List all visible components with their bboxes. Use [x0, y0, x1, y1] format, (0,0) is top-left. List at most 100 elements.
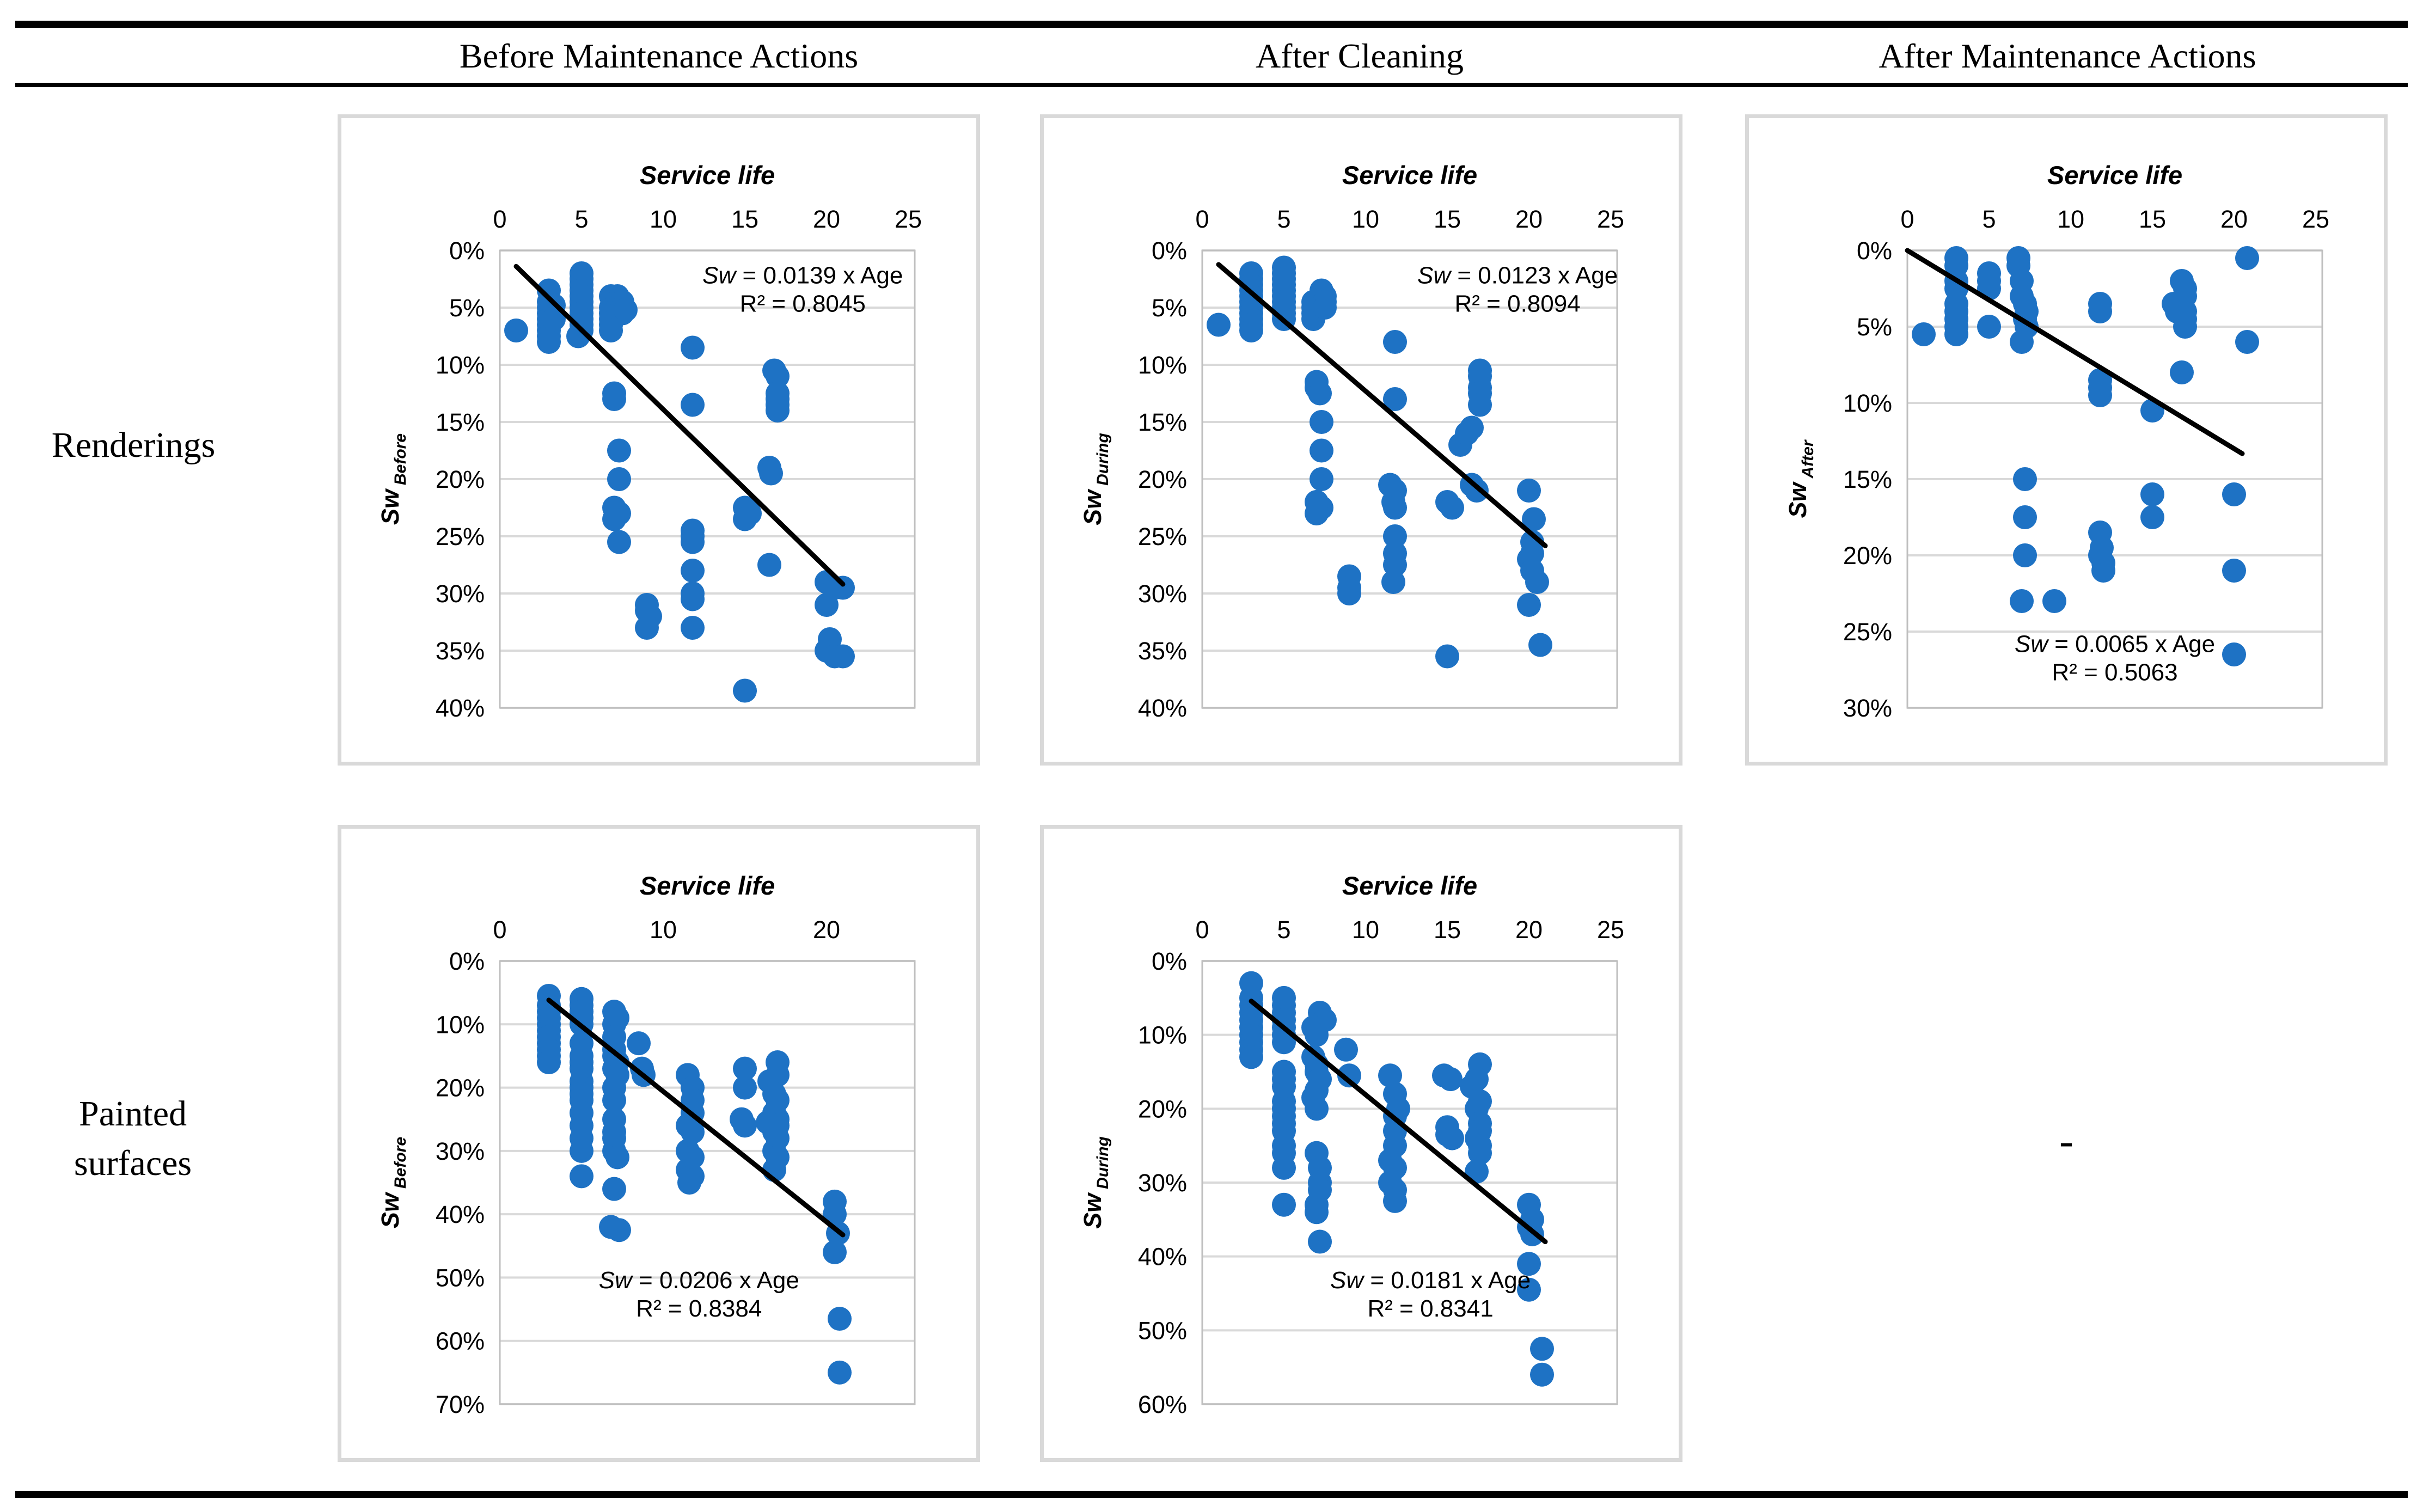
y-tick-label: 35% [1138, 637, 1187, 665]
scatter-point [733, 1113, 757, 1138]
scatter-point [1308, 1229, 1332, 1254]
y-tick-label: 25% [436, 523, 485, 550]
chart-cell-border [338, 825, 980, 1462]
scatter-point [2170, 360, 2194, 384]
scatter-point [504, 319, 528, 342]
x-tick-label: 10 [2057, 205, 2084, 233]
y-tick-label: 50% [436, 1264, 485, 1291]
y-tick-label: 10% [1138, 351, 1187, 379]
scatter-point [1440, 1126, 1464, 1150]
scatter-point [570, 1138, 593, 1163]
scatter-point [2140, 482, 2164, 506]
scatter-point [815, 593, 839, 617]
scatter-point [1239, 1045, 1263, 1069]
y-axis-title: SwDuring [1079, 433, 1112, 525]
r-squared-label: R² = 0.8341 [1368, 1295, 1494, 1322]
scatter-point [733, 1056, 757, 1081]
scatter-point [1305, 1097, 1329, 1121]
scatter-point [1530, 1337, 1554, 1361]
scatter-point [681, 587, 705, 611]
column-header-before-maintenance: Before Maintenance Actions [459, 36, 859, 75]
scatter-point [1522, 507, 1546, 531]
scatter-point [607, 438, 631, 463]
scatter-point [1308, 381, 1332, 406]
scatter-point [1383, 1189, 1407, 1213]
y-tick-label: 5% [1857, 313, 1892, 341]
scatter-point [1530, 1362, 1554, 1387]
scatter-point [1517, 1252, 1541, 1276]
y-tick-label: 10% [436, 1011, 485, 1038]
scatter-point [635, 616, 659, 640]
x-tick-label: 20 [1515, 205, 1543, 233]
r-squared-label: R² = 0.8384 [636, 1295, 762, 1322]
y-axis-title: SwAfter [1784, 439, 1817, 518]
scatter-point [607, 1218, 631, 1242]
scatter-point [1378, 1063, 1402, 1088]
x-tick-label: 5 [574, 205, 588, 233]
x-tick-label: 25 [895, 205, 922, 233]
scatter-point [677, 1171, 701, 1195]
plot-area-border [1201, 249, 1618, 709]
y-tick-label: 15% [1843, 466, 1892, 493]
scatter-point [570, 1164, 593, 1189]
y-tick-label: 25% [1138, 523, 1187, 550]
r-squared-label: R² = 0.8094 [1455, 290, 1581, 317]
scatter-point [733, 507, 757, 531]
scatter-point [1305, 1023, 1329, 1047]
y-tick-label: 40% [1138, 1243, 1187, 1271]
scatter-point [1468, 1141, 1492, 1165]
y-tick-label: 0% [449, 237, 485, 265]
x-tick-label: 0 [1900, 205, 1914, 233]
x-tick-label: 15 [2139, 205, 2166, 233]
scatter-point [1305, 501, 1329, 525]
scatter-point [2088, 299, 2112, 323]
equation-label: Sw = 0.0065 x Age [2015, 630, 2215, 657]
scatter-point [1383, 330, 1407, 354]
x-tick-label: 10 [1352, 205, 1379, 233]
x-axis-title: Service life [2047, 161, 2182, 189]
x-tick-label: 10 [1352, 916, 1379, 944]
scatter-point [2091, 559, 2115, 583]
y-tick-label: 35% [436, 637, 485, 665]
scatter-point [681, 335, 705, 360]
y-tick-label: 0% [449, 947, 485, 975]
scatter-point [2042, 589, 2066, 613]
x-axis-title: Service life [1342, 871, 1477, 900]
x-tick-label: 25 [1597, 916, 1624, 944]
scatter-point [1977, 315, 2001, 339]
scatter-point [2222, 642, 2246, 666]
scatter-point [681, 393, 705, 417]
scatter-point [2140, 505, 2164, 529]
y-tick-label: 20% [1843, 542, 1892, 570]
x-tick-label: 0 [493, 916, 506, 944]
scatter-point [1435, 644, 1459, 669]
x-tick-label: 20 [813, 205, 840, 233]
x-tick-label: 5 [1277, 916, 1290, 944]
y-tick-label: 20% [436, 1074, 485, 1102]
y-tick-label: 30% [436, 1137, 485, 1165]
y-tick-label: 5% [1152, 294, 1187, 322]
y-tick-label: 60% [1138, 1391, 1187, 1418]
trend-line [1905, 248, 2245, 456]
y-tick-label: 25% [1843, 618, 1892, 646]
scatter-point [766, 364, 790, 388]
chart-painted-after-cleaning: 0% 10% 20% 30% 40% 50% 60% 0 5 10 15 20 25 Service li… [1040, 825, 1682, 1462]
scatter-point [2222, 482, 2246, 506]
column-header-after-cleaning: After Cleaning [1255, 36, 1464, 75]
scatter-point [828, 1307, 852, 1331]
scatter-point [537, 330, 561, 354]
scatter-point [1460, 415, 1484, 440]
scatter-point [766, 399, 790, 423]
table-bottom-rule [15, 1491, 2408, 1498]
x-tick-label: 15 [1434, 916, 1461, 944]
y-tick-label: 10% [1843, 389, 1892, 417]
scatter-point [2088, 383, 2112, 407]
scatter-point [2235, 246, 2259, 270]
x-tick-label: 25 [2302, 205, 2329, 233]
scatter-point [681, 1119, 705, 1144]
y-tick-label: 20% [1138, 466, 1187, 493]
scatter-point [1334, 1037, 1358, 1062]
x-tick-label: 25 [1597, 205, 1624, 233]
y-tick-label: 60% [436, 1327, 485, 1355]
scatter-point [1439, 1067, 1463, 1092]
